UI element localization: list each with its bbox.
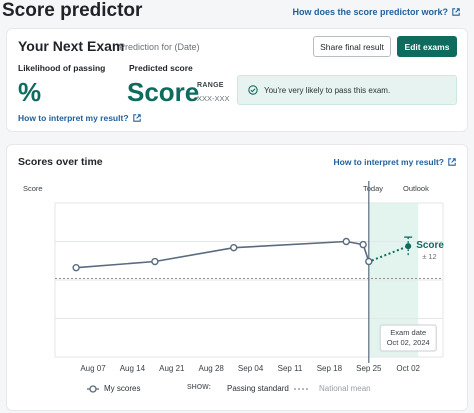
pass-likelihood-alert: You're very likely to pass this exam. xyxy=(237,75,457,105)
prediction-point xyxy=(405,243,412,250)
page-title: Score predictor xyxy=(2,0,143,21)
how-link-label: How does the score predictor work? xyxy=(292,7,448,17)
x-tick-label: Sep 18 xyxy=(317,364,343,373)
x-tick-label: Aug 14 xyxy=(120,364,146,373)
my-scores-point xyxy=(365,257,373,266)
interpret-result-link-chart[interactable]: How to interpret my result? xyxy=(333,157,456,167)
exam-subtitle: Prediction for (Date) xyxy=(119,42,200,52)
check-circle-icon xyxy=(248,85,258,95)
legend-my-scores-label: My scores xyxy=(104,384,141,393)
range-label: RANGE xyxy=(197,82,224,89)
scores-over-time-card: Scores over time How to interpret my res… xyxy=(6,144,468,411)
x-tick-label: Aug 21 xyxy=(159,364,185,373)
next-exam-card: Your Next Exam Prediction for (Date) Sha… xyxy=(6,28,468,132)
outlook-label: Outlook xyxy=(403,184,429,193)
x-tick-label: Aug 07 xyxy=(80,364,106,373)
legend-my-scores[interactable]: My scores xyxy=(87,384,140,393)
alert-text: You're very likely to pass this exam. xyxy=(264,85,391,95)
how-score-predictor-works-link[interactable]: How does the score predictor work? xyxy=(292,7,460,17)
my-scores-line xyxy=(76,240,370,269)
exam-date-value: Oct 02, 2024 xyxy=(387,338,430,347)
my-scores-point xyxy=(72,263,80,272)
scores-section-title: Scores over time xyxy=(18,156,103,168)
my-scores-point xyxy=(359,240,367,249)
legend-passing-standard[interactable]: Passing standard xyxy=(227,384,308,393)
x-tick-label: Aug 28 xyxy=(199,364,225,373)
my-scores-legend-marker xyxy=(87,384,99,393)
show-label: SHOW: xyxy=(187,384,211,391)
likelihood-label: Likelihood of passing xyxy=(18,63,106,73)
prediction-score-label: Score xyxy=(416,240,444,251)
x-tick-label: Oct 02 xyxy=(396,364,420,373)
external-link-icon xyxy=(448,158,456,166)
prediction-margin-label: ± 12 xyxy=(422,252,437,261)
prediction-line xyxy=(371,245,409,262)
exam-title: Your Next Exam xyxy=(18,38,125,54)
exam-date-label: Exam date xyxy=(390,328,426,337)
predicted-score-label: Predicted score xyxy=(129,63,193,73)
passing-standard-legend-marker xyxy=(293,387,308,390)
external-link-icon xyxy=(452,8,460,16)
interpret-link-label: How to interpret my result? xyxy=(333,157,444,167)
range-value: XXX-XXX xyxy=(197,94,230,103)
interpret-result-link[interactable]: How to interpret my result? xyxy=(18,113,141,123)
interpret-link-label: How to interpret my result? xyxy=(18,113,129,123)
edit-exams-button[interactable]: Edit exams xyxy=(397,36,457,57)
legend-national-mean[interactable]: National mean xyxy=(319,384,371,393)
share-final-result-button[interactable]: Share final result xyxy=(313,36,391,57)
x-tick-label: Sep 04 xyxy=(238,364,264,373)
today-label: Today xyxy=(363,184,384,193)
x-tick-label: Sep 11 xyxy=(278,364,303,373)
y-axis-label: Score xyxy=(23,184,43,193)
my-scores-point xyxy=(151,257,159,266)
my-scores-point xyxy=(342,237,350,246)
external-link-icon xyxy=(132,114,141,122)
likelihood-value: % xyxy=(18,77,42,107)
x-tick-label: Sep 25 xyxy=(356,364,382,373)
legend-passing-label: Passing standard xyxy=(227,384,289,393)
legend-national-mean-label: National mean xyxy=(319,384,371,393)
scores-chart: Aug 07 Aug 14 Aug 21 Aug 28 Sep 04 Sep 11 Sep … xyxy=(54,181,444,373)
exam-date-box xyxy=(379,324,437,352)
my-scores-point xyxy=(230,243,238,252)
predicted-score-value: Score xyxy=(127,77,200,107)
